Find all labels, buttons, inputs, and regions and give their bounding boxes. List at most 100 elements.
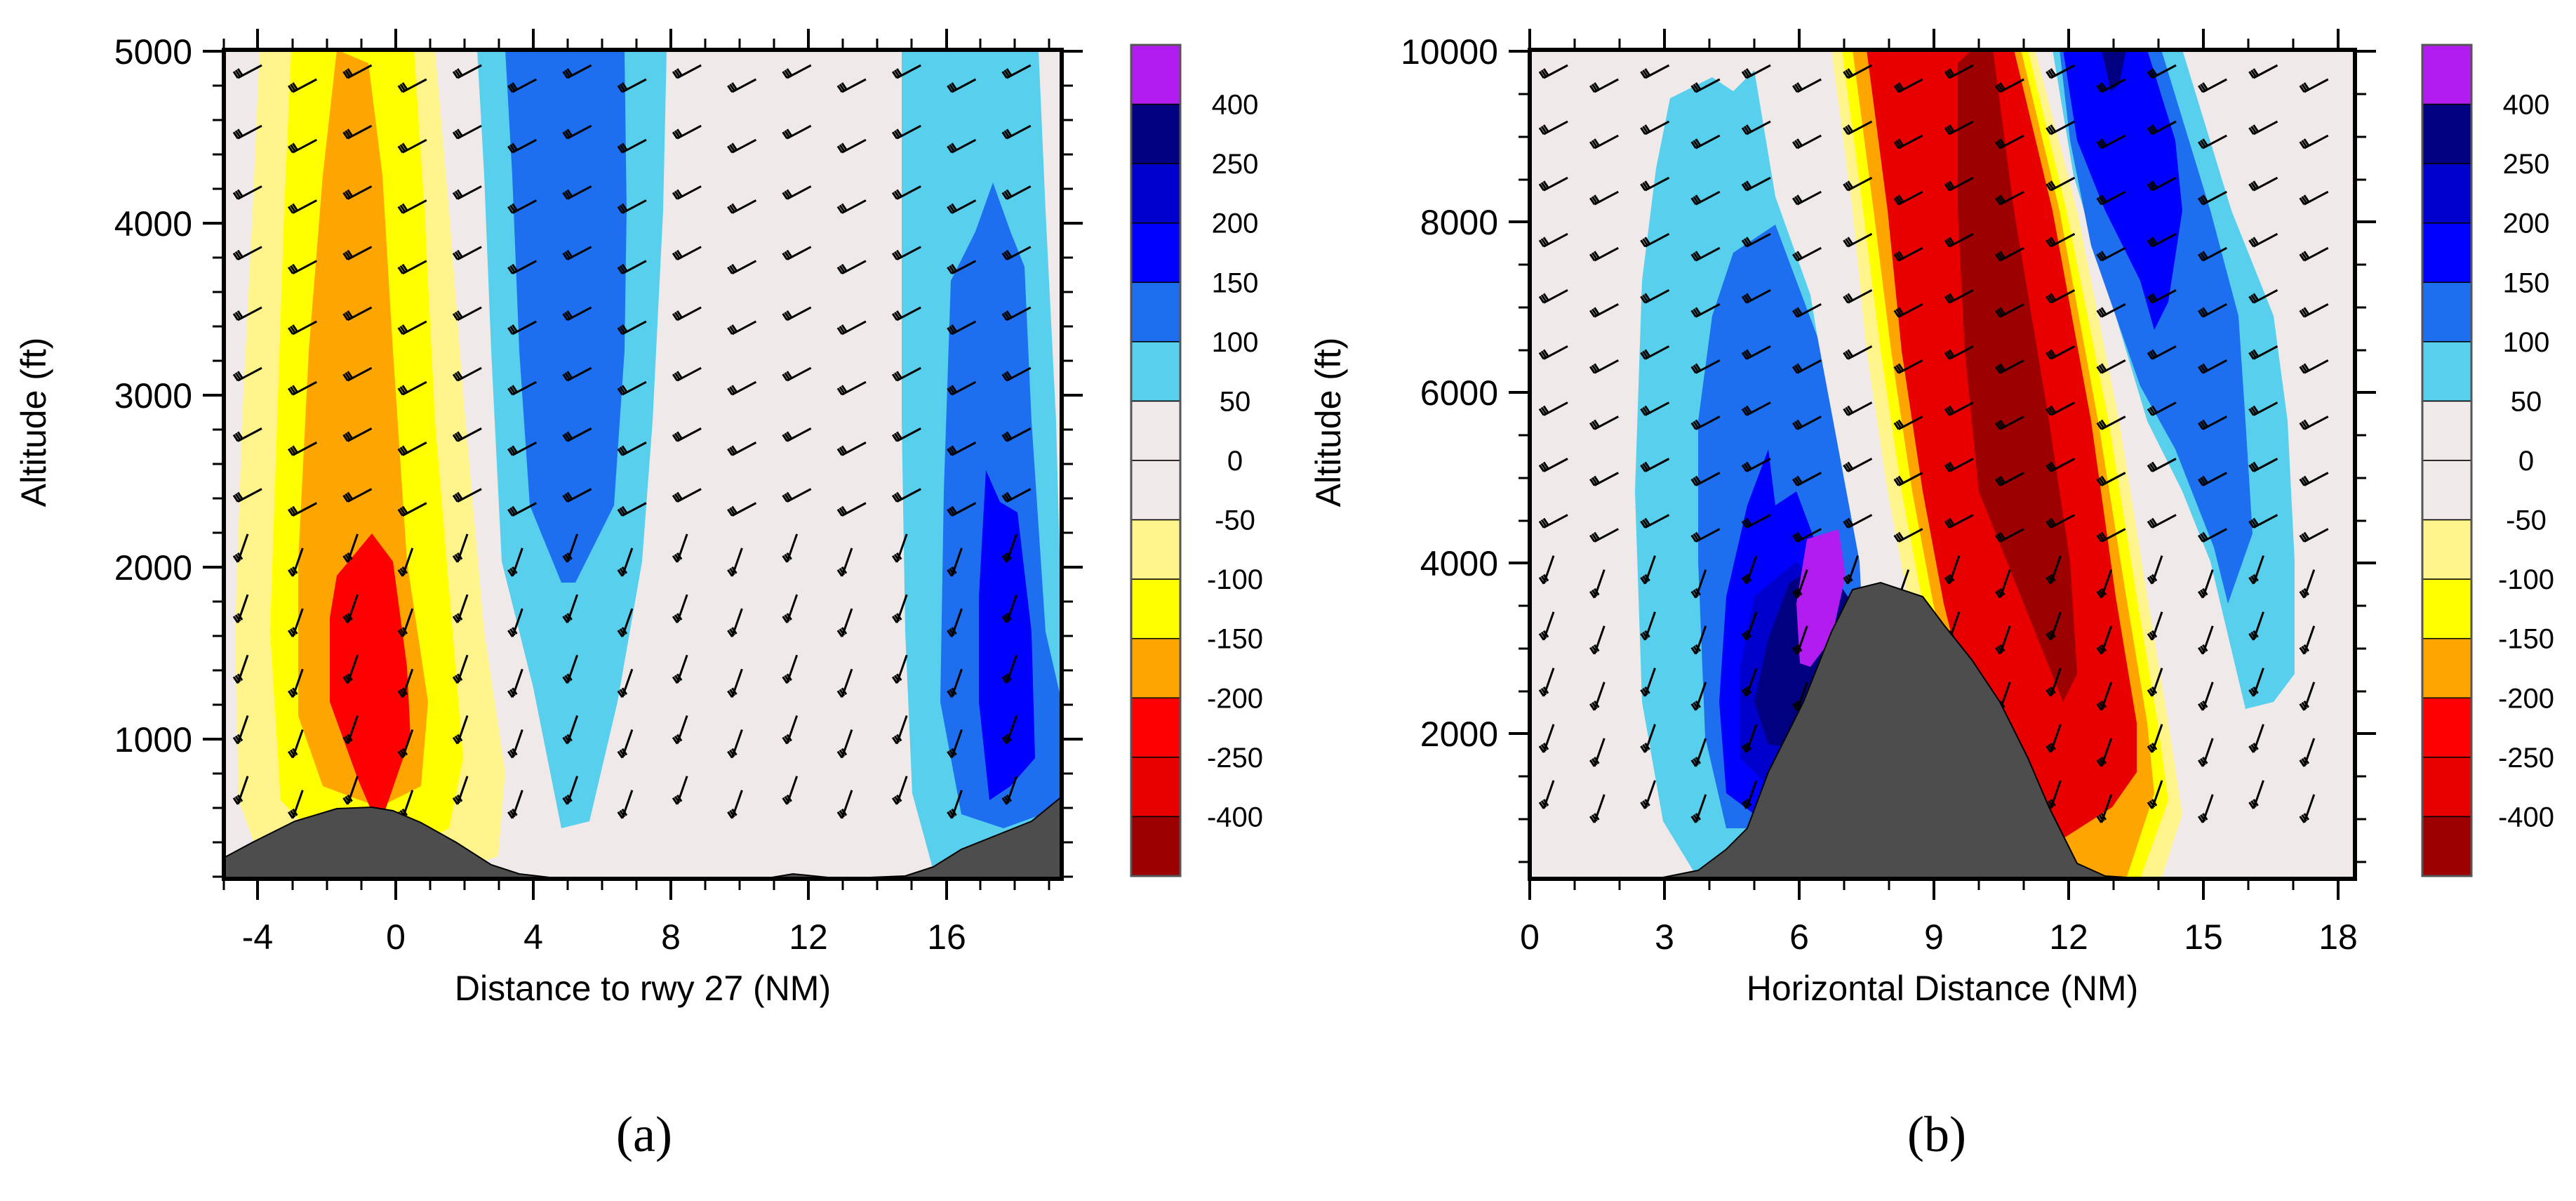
wind-barb-icon — [786, 594, 799, 623]
colorbar-swatch — [1130, 519, 1181, 580]
wind-barb-icon — [2253, 458, 2278, 472]
wind-barb-icon — [2151, 120, 2177, 135]
wind-barb-icon — [402, 380, 427, 396]
panel-label: (b) — [1907, 1106, 1966, 1162]
wind-barb-icon — [1594, 303, 1619, 318]
y-axis-label: Altitude (ft) — [1309, 338, 1348, 507]
wind-barb-icon — [456, 533, 469, 563]
wind-barb-icon — [2101, 472, 2126, 486]
colorbar-swatch — [2422, 163, 2472, 224]
wind-barb-icon — [1542, 555, 1555, 585]
wind-barb-icon — [1695, 569, 1707, 599]
wind-barb-icon — [1644, 232, 1670, 248]
wind-barb-icon — [2304, 472, 2329, 486]
colorbar-label: 0 — [2518, 446, 2534, 477]
colorbar-swatch — [1130, 341, 1181, 402]
x-tick-label: 4 — [523, 917, 543, 957]
wind-barb-icon — [237, 306, 262, 321]
wind-barb-icon — [457, 306, 482, 321]
wind-barb-icon — [951, 548, 963, 577]
wind-barb-icon — [676, 715, 688, 745]
wind-barb-icon — [622, 199, 647, 214]
wind-barb-icon — [1745, 611, 1758, 641]
wind-barb-icon — [456, 776, 469, 805]
wind-barb-icon — [1949, 120, 1974, 135]
wind-barb-icon — [511, 608, 523, 637]
contour-region — [1796, 529, 1846, 667]
wind-barb-icon — [402, 78, 427, 93]
wind-barb-icon — [1999, 303, 2024, 318]
colorbar-swatch — [2422, 757, 2472, 818]
wind-barb-icon — [2303, 682, 2316, 711]
wind-barb-icon — [2253, 724, 2264, 753]
wind-barb-icon — [566, 488, 592, 503]
wind-barb-icon — [1644, 458, 1670, 472]
wind-barb-icon — [1847, 232, 1873, 248]
wind-barb-icon — [1949, 288, 1974, 304]
wind-barb-icon — [1006, 533, 1018, 563]
colorbar-label: -250 — [2498, 743, 2554, 774]
wind-barb-icon — [2101, 303, 2126, 318]
wind-barb-icon — [895, 715, 908, 745]
wind-barb-icon — [1644, 555, 1656, 585]
wind-barb-icon — [402, 199, 427, 214]
wind-barb-icon — [347, 366, 373, 382]
wind-barb-icon — [622, 442, 647, 456]
wind-barb-icon — [676, 427, 702, 442]
wind-barb-icon — [2100, 569, 2113, 599]
wind-barb-icon — [2050, 611, 2062, 641]
wind-barb-icon — [786, 533, 799, 563]
wind-barb-icon — [1847, 555, 1859, 585]
colorbar-label: -200 — [1207, 683, 1263, 714]
wind-barb-icon — [1543, 64, 1568, 79]
x-tick-label: 16 — [927, 917, 966, 957]
wind-barb-icon — [841, 138, 867, 154]
wind-barb-icon — [2253, 555, 2264, 585]
wind-barb-icon — [2253, 288, 2278, 304]
wind-barb-icon — [237, 124, 262, 140]
wind-barb-icon — [457, 366, 482, 382]
y-tick-label: 1000 — [114, 720, 192, 759]
wind-barb-icon — [786, 776, 799, 805]
wind-barb-icon — [1796, 359, 1822, 374]
wind-barb-icon — [2050, 724, 2062, 753]
contour-region — [1958, 50, 2077, 702]
wind-barb-icon — [951, 668, 963, 698]
x-tick-label: 3 — [1655, 917, 1674, 957]
colorbar-swatch — [1130, 222, 1181, 284]
colorbar-swatch — [2422, 460, 2472, 521]
x-tick-label: 12 — [2049, 917, 2088, 957]
wind-barb-icon — [1006, 124, 1032, 140]
wind-barb-icon — [2201, 682, 2214, 711]
colorbar-swatch — [2422, 519, 2472, 580]
wind-barb-icon — [622, 380, 647, 396]
wind-barb-icon — [291, 729, 304, 759]
wind-barb-icon — [347, 594, 359, 623]
x-tick-label: 18 — [2318, 917, 2358, 957]
y-tick-label: 5000 — [114, 32, 192, 72]
wind-barb-icon — [566, 594, 579, 623]
wind-barb-icon — [236, 776, 249, 805]
wind-barb-icon — [1999, 246, 2024, 262]
wind-barb-icon — [1898, 359, 1923, 374]
wind-barb-icon — [730, 668, 743, 698]
wind-barb-icon — [2151, 555, 2163, 585]
colorbar-swatch — [2422, 281, 2472, 343]
wind-barb-icon — [2201, 569, 2214, 599]
wind-barb-icon — [292, 138, 317, 154]
wind-barb-icon — [1593, 682, 1606, 711]
wind-barb-icon — [676, 64, 702, 79]
wind-barb-icon — [1542, 780, 1555, 809]
wind-barb-icon — [291, 548, 304, 577]
wind-barb-icon — [457, 488, 482, 503]
wind-barb-icon — [1644, 724, 1656, 753]
wind-barb-icon — [1006, 427, 1032, 442]
colorbar-swatch — [2422, 816, 2472, 877]
x-tick-label: 6 — [1789, 917, 1809, 957]
wind-barb-icon — [2050, 402, 2076, 416]
wind-barb-icon — [1999, 134, 2024, 150]
wind-barb-icon — [1695, 190, 1721, 206]
colorbar-swatch — [2422, 637, 2472, 699]
wind-barb-icon — [731, 320, 757, 336]
contour-region — [2102, 50, 2126, 91]
